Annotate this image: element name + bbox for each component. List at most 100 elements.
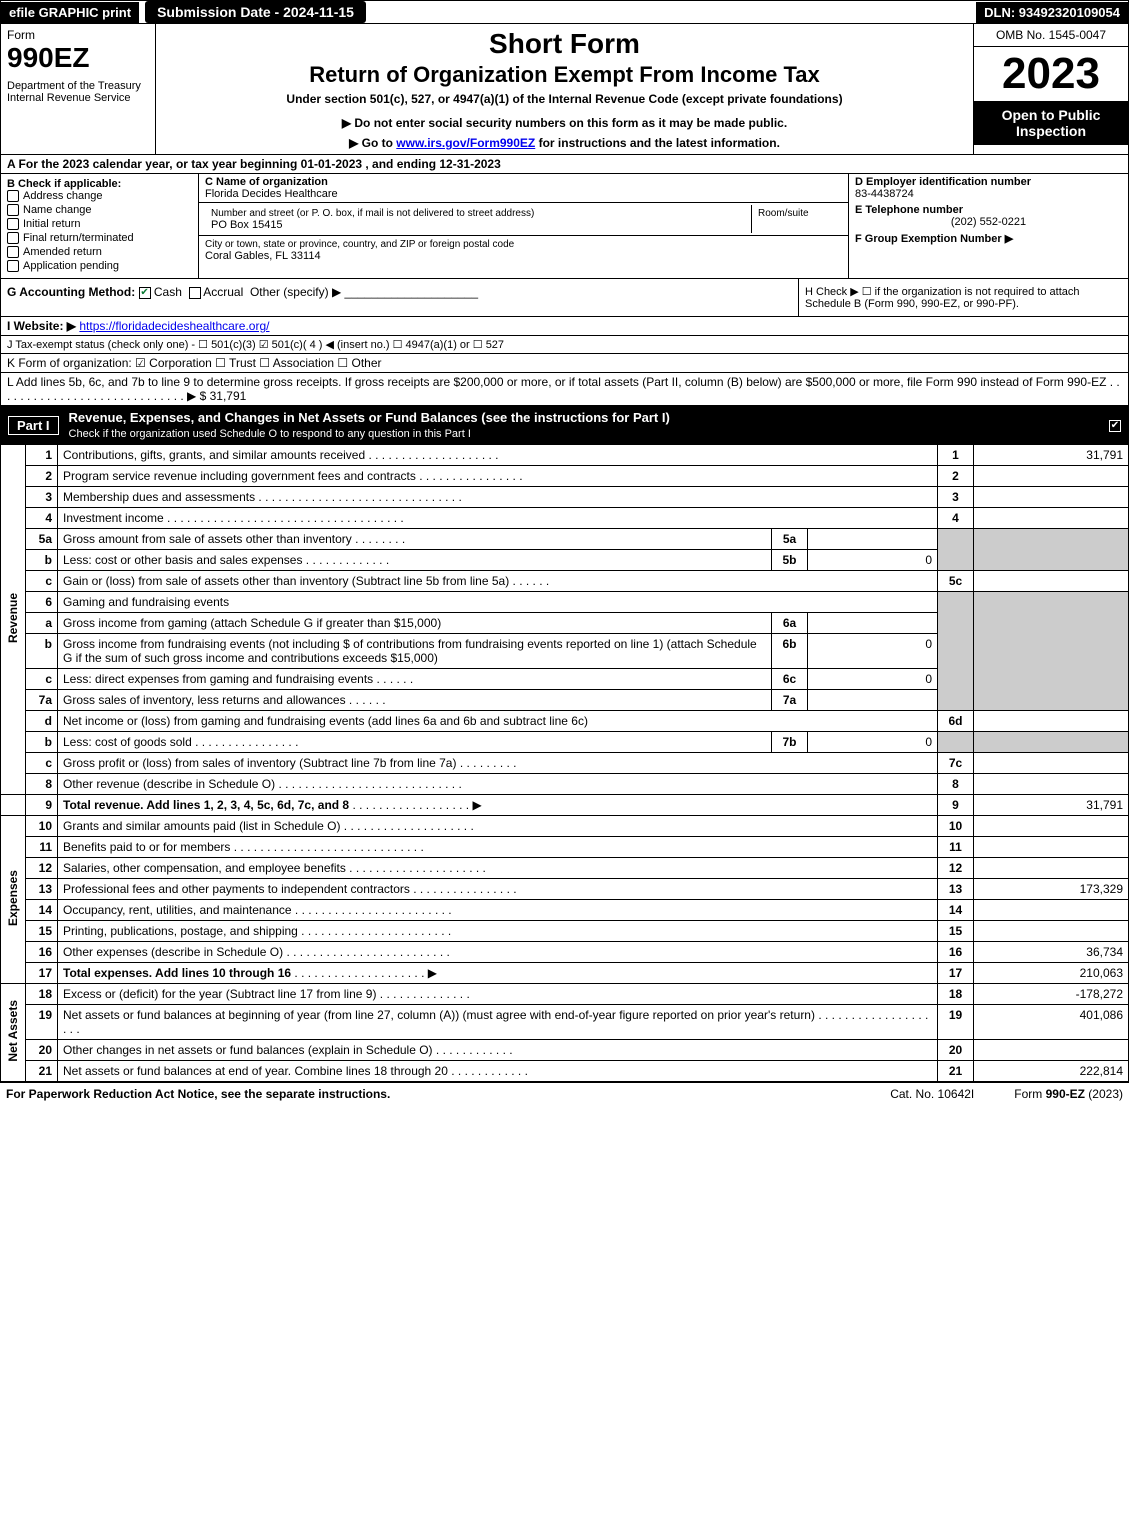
line-box: 10 — [938, 816, 974, 837]
line-num: 16 — [26, 942, 58, 963]
line-desc: Membership dues and assessments . . . . … — [58, 487, 938, 508]
chk-initial-return[interactable]: Initial return — [7, 218, 192, 230]
line-amount: -178,272 — [974, 984, 1129, 1005]
line-amount: 401,086 — [974, 1005, 1129, 1040]
chk-amended-return[interactable]: Amended return — [7, 246, 192, 258]
line-box: 6d — [938, 711, 974, 732]
line-amount — [974, 571, 1129, 592]
line-amount: 31,791 — [974, 795, 1129, 816]
grey-cell — [974, 529, 1129, 571]
header-center: Short Form Return of Organization Exempt… — [156, 24, 973, 154]
chk-name-change[interactable]: Name change — [7, 204, 192, 216]
line-box: 11 — [938, 837, 974, 858]
inner-num: 5a — [772, 529, 808, 550]
line-box: 1 — [938, 445, 974, 466]
part1-header: Part I Revenue, Expenses, and Changes in… — [0, 406, 1129, 444]
spacer-cell — [1, 795, 26, 816]
line-desc: Less: direct expenses from gaming and fu… — [58, 669, 772, 690]
row-l-text: L Add lines 5b, 6c, and 7b to line 9 to … — [7, 375, 1120, 403]
line-desc: Less: cost of goods sold . . . . . . . .… — [58, 732, 772, 753]
line-num: 14 — [26, 900, 58, 921]
other-label: Other (specify) ▶ — [250, 285, 341, 299]
line-amount — [974, 858, 1129, 879]
line-amount — [974, 837, 1129, 858]
line-box: 19 — [938, 1005, 974, 1040]
inner-num: 6b — [772, 634, 808, 669]
chk-label: Initial return — [23, 218, 80, 230]
org-street-block: Number and street (or P. O. box, if mail… — [199, 203, 848, 236]
footer-mid: Cat. No. 10642I — [890, 1087, 974, 1101]
chk-application-pending[interactable]: Application pending — [7, 260, 192, 272]
line-num: 4 — [26, 508, 58, 529]
line-desc: Gross profit or (loss) from sales of inv… — [58, 753, 938, 774]
line-desc: Contributions, gifts, grants, and simila… — [58, 445, 938, 466]
line-num: c — [26, 669, 58, 690]
row-i-website: I Website: ▶ https://floridadecideshealt… — [0, 317, 1129, 336]
line-box: 2 — [938, 466, 974, 487]
line-desc: Gain or (loss) from sale of assets other… — [58, 571, 938, 592]
line-amount — [974, 508, 1129, 529]
accrual-label: Accrual — [203, 285, 243, 299]
part1-checkbox[interactable] — [1109, 418, 1121, 433]
row-l-amount: 31,791 — [210, 389, 247, 403]
line-num: 6 — [26, 592, 58, 613]
line-desc: Grants and similar amounts paid (list in… — [58, 816, 938, 837]
street: PO Box 15415 — [211, 219, 283, 231]
part-label: Part I — [8, 416, 59, 435]
inner-val: 0 — [808, 550, 938, 571]
group-exemption-block: F Group Exemption Number ▶ — [849, 230, 1128, 247]
group-exemption-label: F Group Exemption Number ▶ — [855, 233, 1013, 245]
phone-value: (202) 552-0221 — [855, 216, 1122, 228]
col-b-checkboxes: B Check if applicable: Address change Na… — [1, 174, 199, 278]
col-c-orginfo: C Name of organization Florida Decides H… — [199, 174, 848, 278]
ein-block: D Employer identification number 83-4438… — [849, 174, 1128, 202]
line-num: 8 — [26, 774, 58, 795]
grey-cell — [938, 732, 974, 753]
line-num: 1 — [26, 445, 58, 466]
line-box: 14 — [938, 900, 974, 921]
website-link[interactable]: https://floridadecideshealthcare.org/ — [79, 319, 269, 333]
line-num: 2 — [26, 466, 58, 487]
inner-val: 0 — [808, 669, 938, 690]
footer-left: For Paperwork Reduction Act Notice, see … — [6, 1087, 390, 1101]
line-num: a — [26, 613, 58, 634]
efile-label[interactable]: efile GRAPHIC print — [1, 2, 139, 23]
line-desc: Gross income from gaming (attach Schedul… — [58, 613, 772, 634]
chk-accrual[interactable] — [189, 287, 201, 299]
donot-note: ▶ Do not enter social security numbers o… — [162, 116, 967, 130]
goto-post: for instructions and the latest informat… — [535, 136, 780, 150]
submission-date: Submission Date - 2024-11-15 — [145, 1, 366, 23]
open-public: Open to Public Inspection — [974, 101, 1128, 145]
footer-right: Form 990-EZ (2023) — [1014, 1087, 1123, 1101]
line-desc: Net income or (loss) from gaming and fun… — [58, 711, 938, 732]
line-amount — [974, 1040, 1129, 1061]
short-form-title: Short Form — [162, 28, 967, 60]
chk-label: Name change — [23, 204, 92, 216]
row-k-formorg: K Form of organization: ☑ Corporation ☐ … — [0, 354, 1129, 373]
revenue-group-label: Revenue — [1, 445, 26, 795]
org-city-block: City or town, state or province, country… — [199, 236, 848, 264]
line-num: 18 — [26, 984, 58, 1005]
line-num: 7a — [26, 690, 58, 711]
chk-label: Amended return — [23, 246, 102, 258]
website-label: I Website: ▶ — [7, 319, 76, 333]
inner-val — [808, 529, 938, 550]
line-num: c — [26, 753, 58, 774]
part1-checknote: Check if the organization used Schedule … — [69, 428, 471, 440]
page-footer: For Paperwork Reduction Act Notice, see … — [0, 1082, 1129, 1105]
line-box: 17 — [938, 963, 974, 984]
netassets-group-label: Net Assets — [1, 984, 26, 1082]
chk-final-return[interactable]: Final return/terminated — [7, 232, 192, 244]
chk-address-change[interactable]: Address change — [7, 190, 192, 202]
ein-value: 83-4438724 — [855, 188, 914, 200]
irs-link[interactable]: www.irs.gov/Form990EZ — [396, 136, 535, 150]
row-j-taxexempt: J Tax-exempt status (check only one) - ☐… — [0, 336, 1129, 354]
city: Coral Gables, FL 33114 — [205, 250, 321, 262]
grey-cell — [938, 529, 974, 571]
row-a-taxyear: A For the 2023 calendar year, or tax yea… — [0, 155, 1129, 174]
line-box: 5c — [938, 571, 974, 592]
line-box: 7c — [938, 753, 974, 774]
line-amount — [974, 900, 1129, 921]
chk-cash[interactable] — [139, 287, 151, 299]
line-amount: 222,814 — [974, 1061, 1129, 1082]
